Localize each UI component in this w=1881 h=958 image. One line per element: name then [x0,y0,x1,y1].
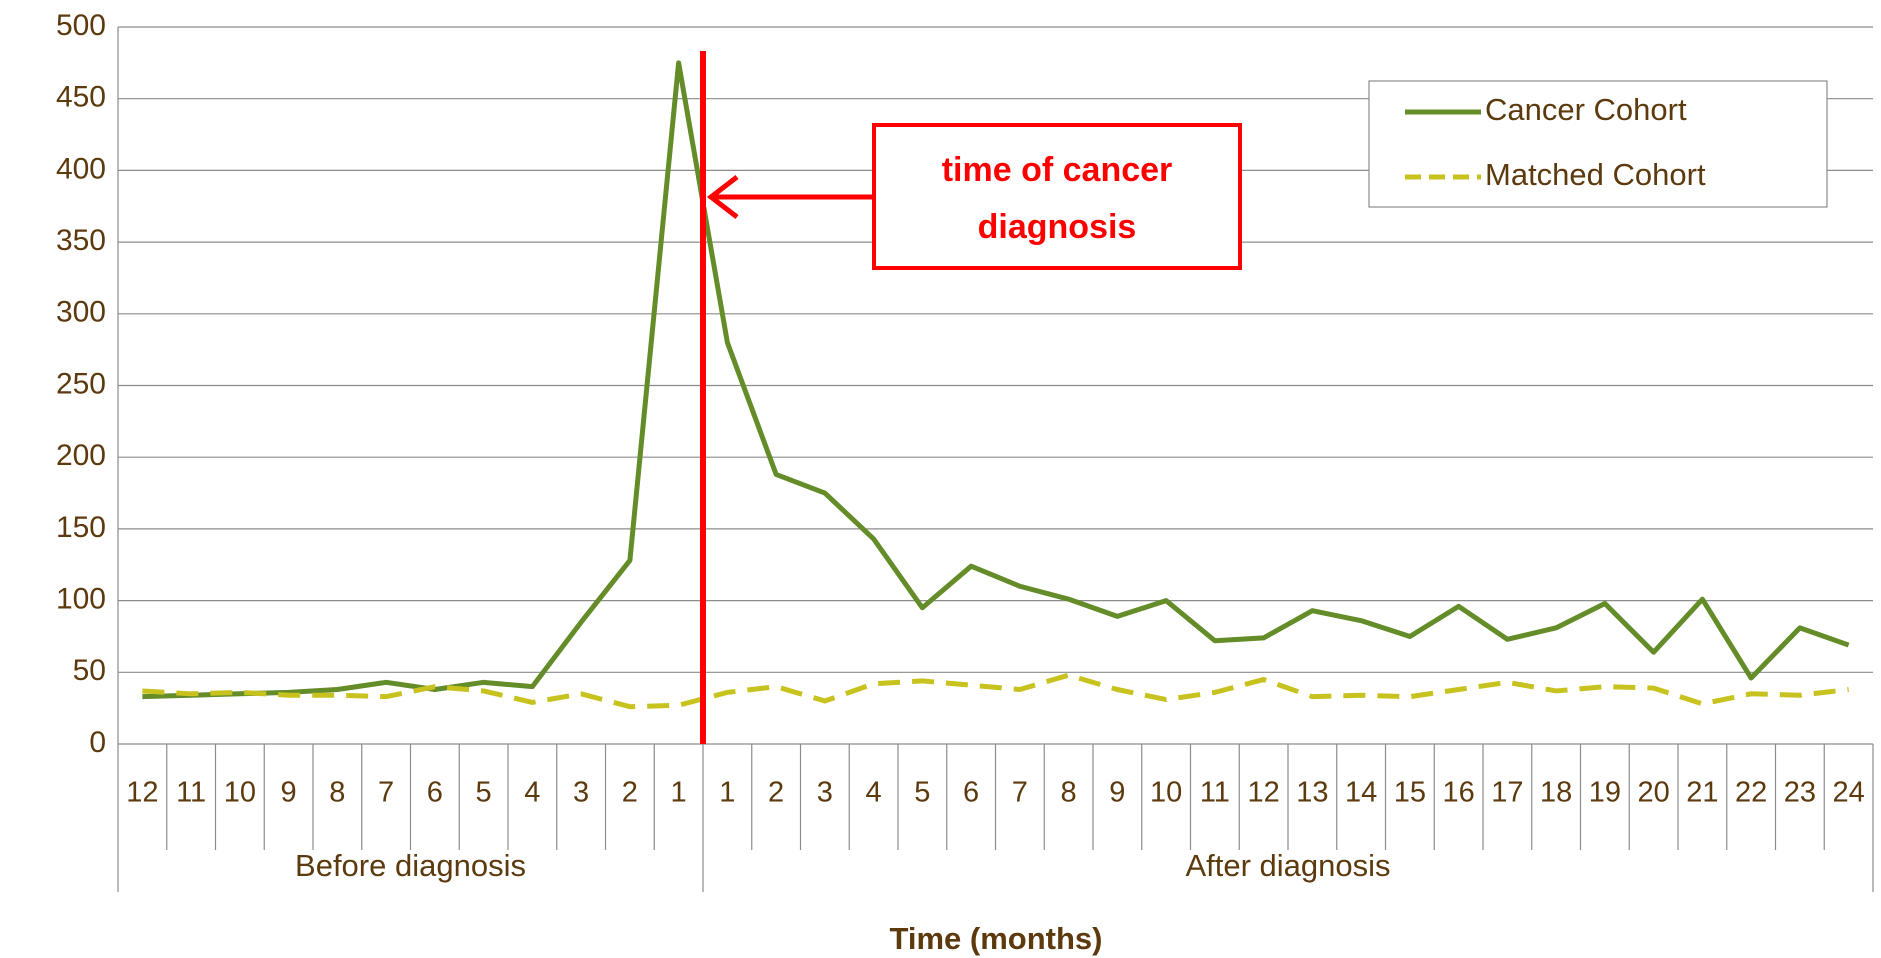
x-tick-label: 24 [1832,777,1864,809]
x-tick-label: 17 [1491,777,1523,809]
y-tick-label: 0 [89,726,106,759]
x-tick-label: 14 [1345,777,1377,809]
x-tick-label: 9 [1109,777,1125,809]
annotation-box [872,123,1242,270]
y-tick-label: 300 [56,296,106,329]
x-tick-label: 10 [224,777,256,809]
annotation-arrowhead [706,175,739,219]
x-tick-label: 1 [719,777,735,809]
annotation-text: diagnosis [978,208,1137,246]
x-tick-label: 8 [1061,777,1077,809]
x-tick-label: 7 [378,777,394,809]
y-tick-label: 50 [73,654,106,687]
y-tick-label: 100 [56,583,106,616]
x-tick-label: 12 [1247,777,1279,809]
x-tick-label: 1 [671,777,687,809]
x-axis-label: Time (months) [890,921,1103,956]
x-tick-label: 9 [281,777,297,809]
x-tick-label: 7 [1012,777,1028,809]
x-tick-label: 12 [126,777,158,809]
legend-box [1368,80,1828,208]
x-tick-label: 5 [914,777,930,809]
series-line [142,672,1849,710]
x-tick-label: 23 [1784,777,1816,809]
x-tick-label: 19 [1589,777,1621,809]
x-tick-label: 3 [573,777,589,809]
y-tick-label: 150 [56,511,106,544]
y-tick-label: 350 [56,224,106,257]
y-tick-label: 250 [56,367,106,400]
y-tick-label: 400 [56,152,106,185]
y-tick-label: 200 [56,439,106,472]
x-tick-label: 4 [866,777,882,809]
y-tick-label: 500 [56,9,106,42]
x-tick-label: 6 [427,777,443,809]
x-tick-label: 20 [1637,777,1669,809]
x-tick-label: 6 [963,777,979,809]
x-tick-label: 4 [524,777,540,809]
group-label: After diagnosis [1185,848,1390,883]
x-tick-label: 22 [1735,777,1767,809]
y-tick-label: 450 [56,81,106,114]
x-tick-label: 16 [1442,777,1474,809]
x-tick-label: 2 [622,777,638,809]
group-label: Before diagnosis [295,848,526,883]
annotation-text: time of cancer [942,151,1173,189]
x-tick-label: 11 [176,777,206,809]
x-tick-label: 13 [1296,777,1328,809]
x-tick-label: 21 [1686,777,1718,809]
x-tick-label: 5 [476,777,492,809]
x-tick-label: 15 [1394,777,1426,809]
x-tick-label: 18 [1540,777,1572,809]
legend-label: Cancer Cohort [1485,92,1687,127]
x-tick-label: 8 [329,777,345,809]
x-tick-label: 3 [817,777,833,809]
legend-label: Matched Cohort [1485,157,1706,192]
x-tick-label: 2 [768,777,784,809]
x-tick-label: 10 [1150,777,1182,809]
x-tick-label: 11 [1200,777,1230,809]
